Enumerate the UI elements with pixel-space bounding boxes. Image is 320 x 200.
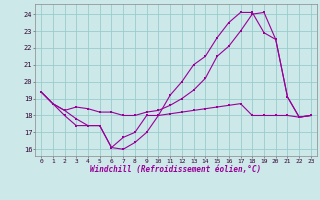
X-axis label: Windchill (Refroidissement éolien,°C): Windchill (Refroidissement éolien,°C) [91,165,261,174]
